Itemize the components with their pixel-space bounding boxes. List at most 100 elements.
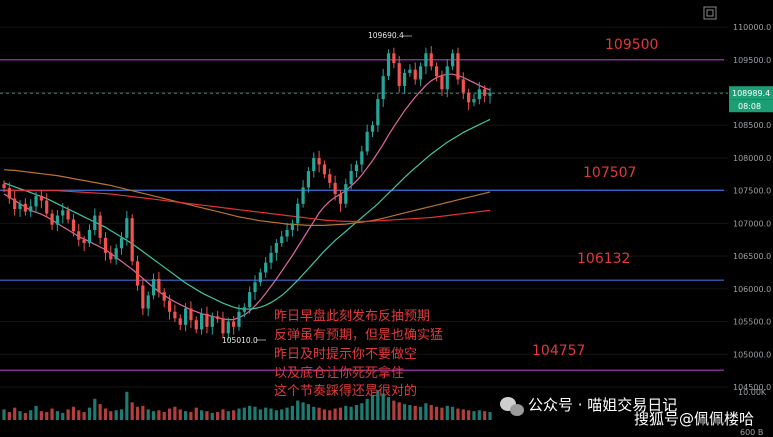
commentary-line-1: 昨日早盘此刻发布反抽预期	[274, 308, 430, 324]
candle-body	[376, 99, 380, 126]
volume-bar	[189, 412, 193, 420]
candle-body	[477, 89, 481, 100]
candle-body	[322, 164, 327, 175]
candle-body	[119, 237, 124, 249]
candle-body	[370, 125, 375, 132]
candle-body	[456, 53, 460, 80]
candle-body	[392, 53, 396, 64]
commentary-line-4: 以及底仓让你死死拿住	[274, 365, 404, 381]
price-axis: 110000.0 109500.0 108500.0 108000.0 107500.0…	[733, 23, 771, 392]
candle-body	[312, 157, 316, 172]
volume-bar	[338, 407, 343, 420]
volume-bar	[402, 404, 407, 420]
candle-body	[71, 219, 76, 232]
candle-body	[349, 171, 353, 185]
volume-bar	[7, 412, 11, 420]
volume-bar	[312, 406, 316, 420]
moving-average-line	[4, 190, 491, 222]
volume-bar	[242, 407, 246, 420]
volume-bar	[434, 406, 439, 420]
volume-bar	[216, 412, 220, 420]
candle-body	[77, 231, 81, 240]
countdown-tag	[729, 99, 773, 113]
volume-bar	[103, 408, 108, 420]
candle-body	[451, 53, 455, 67]
volume-bar	[248, 405, 252, 420]
volume-bar	[258, 409, 262, 420]
volume-bar	[173, 406, 177, 420]
candle-body	[50, 213, 54, 225]
y-tick-label: 107000.0	[733, 219, 771, 228]
candle-body	[98, 215, 102, 238]
candle-body	[280, 236, 284, 244]
volume-bar	[23, 412, 27, 420]
volume-bar	[322, 409, 327, 420]
candle-body	[269, 252, 273, 263]
candle-body	[461, 79, 465, 93]
screenshot-icon[interactable]	[703, 6, 717, 20]
candle-body	[258, 272, 262, 283]
volume-bar	[114, 410, 118, 420]
candle-body	[317, 157, 321, 165]
volume-bar	[183, 411, 188, 420]
candle-body	[2, 184, 6, 189]
candle-body	[13, 198, 17, 210]
candle-body	[87, 229, 92, 244]
candle-body	[237, 311, 241, 327]
candle-body	[130, 218, 134, 262]
volume-bar	[167, 408, 172, 420]
countdown-label: 08:08	[738, 102, 761, 111]
volume-bar	[130, 402, 134, 420]
candle-body	[306, 171, 311, 188]
candle-body	[151, 279, 156, 296]
volume-bar	[306, 404, 311, 420]
candle-body	[114, 248, 118, 260]
candle-body	[167, 300, 172, 312]
candle-body	[434, 66, 439, 77]
volume-bar	[34, 405, 38, 420]
volume-bar	[328, 410, 332, 420]
volume-bar	[55, 411, 60, 420]
candle-body	[7, 188, 11, 199]
volume-bar	[221, 409, 225, 420]
moving-average-line	[3, 73, 491, 321]
volume-bar	[39, 411, 43, 420]
volume-bar	[210, 412, 214, 420]
volume-bar	[488, 412, 492, 420]
volume-bar	[381, 393, 385, 420]
candle-body	[146, 295, 150, 309]
volume-bar	[451, 406, 455, 420]
candle-body	[18, 203, 22, 210]
volume-bar	[365, 398, 369, 420]
current-price-tag	[729, 86, 773, 100]
volume-bar	[264, 407, 268, 420]
moving-average-line	[3, 118, 491, 310]
candle-body	[242, 307, 246, 312]
volume-bar	[232, 410, 236, 420]
volume-bar	[354, 405, 359, 420]
volume-bar	[408, 405, 412, 420]
candle-body	[29, 206, 33, 212]
volume-bar	[269, 408, 273, 420]
volume-bar	[418, 406, 423, 420]
candle-body	[200, 313, 204, 330]
candle-body	[301, 187, 305, 204]
level-label-106132: 106132	[577, 251, 630, 267]
volume-bar	[456, 408, 460, 420]
candle-body	[440, 76, 444, 90]
price-tags: 108989.4 08:08	[256, 35, 773, 341]
volume-bar	[424, 403, 428, 420]
volume-bar	[370, 395, 375, 420]
volume-bar	[162, 412, 166, 420]
candle-body	[103, 237, 108, 253]
volume-bar	[141, 405, 145, 420]
volume-bar	[237, 408, 241, 420]
volume-bar	[317, 407, 321, 420]
volume-bar	[18, 411, 22, 420]
volume-bar	[296, 400, 300, 420]
candle-body	[55, 215, 60, 225]
current-price-label: 108989.4	[732, 89, 770, 98]
volume-bar	[301, 402, 305, 420]
volume-tick-top: 10.00K	[738, 388, 767, 397]
